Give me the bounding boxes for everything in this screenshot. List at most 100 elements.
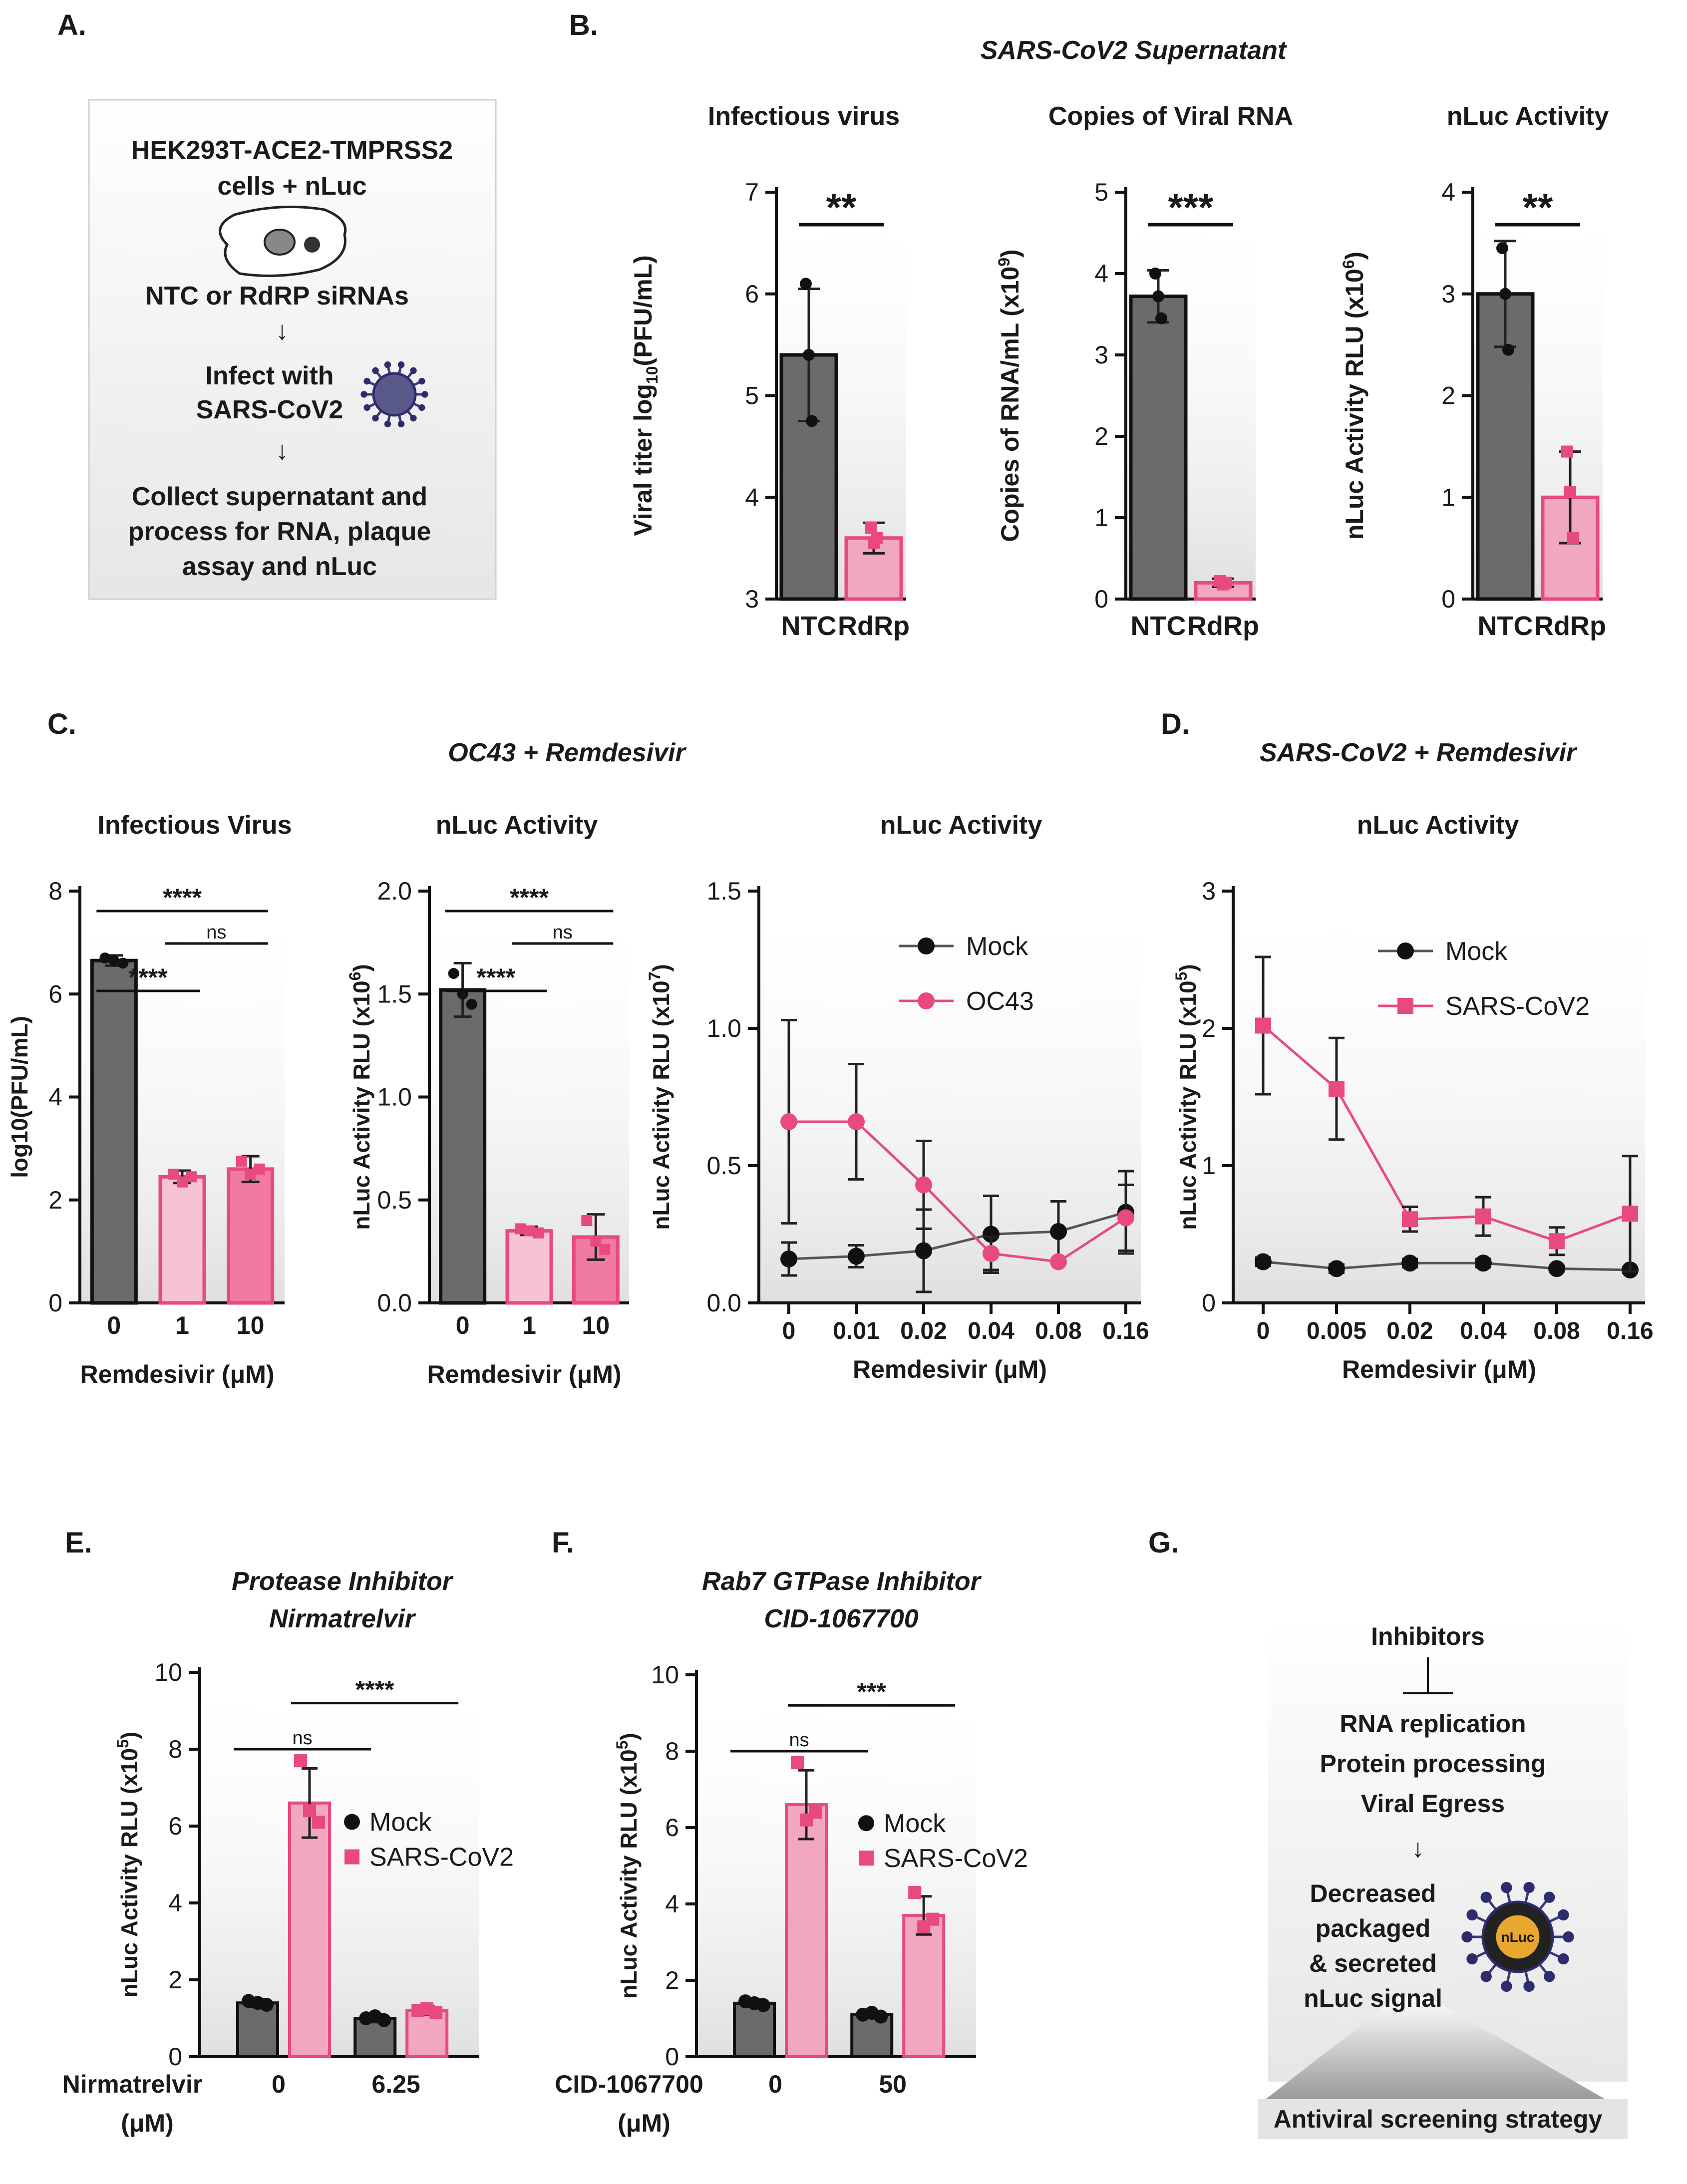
legend-label: SARS-CoV2 (1445, 992, 1590, 1021)
schematic-line-3: NTC or RdRP siRNAs (145, 282, 409, 311)
series-marker (915, 1242, 932, 1259)
data-point (312, 1816, 325, 1829)
series-marker (780, 1113, 797, 1130)
down-arrow-icon: ↓ (1411, 1834, 1424, 1863)
series-line-mock (1263, 1260, 1631, 1271)
plot-background (1233, 891, 1645, 1303)
screening-cone (1266, 1997, 1605, 2099)
y-tick-label: 6 (48, 980, 62, 1008)
virus-core-label: nLuc (1501, 1929, 1535, 1945)
virus-spike-tip (410, 367, 417, 374)
y-axis-label: nLuc Activity RLU (x105) (114, 1732, 142, 1997)
y-tick-label: 6 (168, 1812, 182, 1840)
data-point (1496, 242, 1508, 255)
chart-title: nLuc Activity (1447, 102, 1609, 131)
data-point (800, 278, 812, 290)
data-point (377, 2013, 391, 2027)
data-point (186, 1171, 197, 1183)
panel-g-schematic: Inhibitors RNA replication Protein proce… (1258, 1622, 1628, 2139)
chart-title: Protease Inhibitor (232, 1567, 454, 1596)
x-axis-label: Remdesivir (μM) (80, 1360, 274, 1388)
y-tick-label: 7 (745, 178, 759, 206)
g-line-egress: Viral Egress (1361, 1790, 1505, 1818)
y-tick-label: 8 (665, 1737, 679, 1765)
virus-spike-tip (363, 404, 370, 411)
chart-c1: 0 2 4 6 8 log10(PFU/mL) Infectious Virus 0 1 10 Re… (6, 811, 292, 1388)
x-tick-label: 10 (237, 1311, 265, 1339)
x-tick-label: 0.04 (968, 1318, 1014, 1344)
virus-spike-tip (1480, 1971, 1492, 1982)
x-tick-label: 10 (582, 1311, 610, 1339)
legend-label: Mock (369, 1808, 432, 1837)
panel-label-b: B. (569, 9, 598, 41)
bar-dose-1 (158, 1175, 206, 1305)
data-point (1152, 290, 1164, 303)
y-tick-label: 2 (1202, 1014, 1216, 1042)
data-point (429, 2006, 443, 2019)
y-axis-label: nLuc Activity RLU (x106) (346, 964, 374, 1230)
virus-spike-tip (1461, 1931, 1473, 1943)
y-tick-label: 1 (1094, 504, 1108, 532)
y-tick-label: 1 (1202, 1152, 1216, 1180)
legend-marker (918, 992, 935, 1009)
bar-mock (236, 2001, 279, 2058)
cell-icon (219, 205, 346, 277)
virus-spike-tip (384, 420, 391, 428)
virus-spike-tip (384, 361, 391, 368)
y-tick-label: 0.5 (706, 1152, 741, 1180)
virus-spike-tip (421, 391, 428, 398)
y-tick-label: 2 (1094, 422, 1108, 450)
bar-ntc (1129, 295, 1188, 601)
data-point (1561, 445, 1573, 458)
x-tick-label: NTC (1478, 611, 1533, 641)
y-tick-label: 2 (48, 1186, 62, 1214)
y-tick-label: 2 (665, 1966, 679, 1994)
bar-sars-cov2 (785, 1803, 828, 2059)
x-axis-label: Remdesivir (μM) (427, 1360, 621, 1388)
chart-b1: 3 4 5 6 7 Viral titer log10(PFU/mL) Infectious… (629, 102, 910, 641)
x-axis-label: Nirmatrelvir (62, 2070, 203, 2098)
data-point (756, 1998, 770, 2012)
x-tick-label: 6.25 (372, 2070, 420, 2098)
chart-title: Infectious Virus (97, 811, 292, 840)
significance-label: ns (206, 922, 226, 943)
g-line-rna: RNA replication (1340, 1710, 1526, 1738)
schematic-line-1: HEK293T-ACE2-TMPRSS2 (131, 136, 453, 165)
x-axis-label: Remdesivir (μM) (853, 1355, 1047, 1383)
virus-spike-tip (397, 361, 405, 368)
y-tick-label: 0 (168, 2043, 182, 2071)
bar-dose-0 (439, 988, 487, 1305)
panel-b-title: SARS-CoV2 Supernatant (981, 36, 1288, 65)
data-point (108, 955, 120, 966)
significance-label: ** (826, 185, 857, 229)
panel-label-g: G. (1148, 1527, 1179, 1559)
significance-label: **** (129, 963, 168, 991)
y-tick-label: 8 (168, 1735, 182, 1763)
y-tick-label: 3 (1202, 877, 1216, 905)
legend-label: Mock (966, 932, 1028, 961)
g-line-packaged: packaged (1316, 1914, 1431, 1942)
x-tick-label: 0 (1257, 1318, 1270, 1344)
data-point (874, 2009, 888, 2024)
series-marker (1329, 1081, 1345, 1097)
series-marker (780, 1250, 797, 1267)
x-tick-label: RdRp (1187, 611, 1259, 641)
legend-marker (1397, 998, 1413, 1014)
x-tick-label: 0.04 (1460, 1318, 1507, 1344)
x-tick-label: 0.02 (1386, 1318, 1433, 1344)
data-point (303, 1804, 316, 1818)
legend-label: SARS-CoV2 (369, 1843, 514, 1872)
x-tick-label: 0.08 (1035, 1318, 1081, 1344)
series-line-oc43 (789, 1120, 1127, 1263)
g-line-protein: Protein processing (1320, 1750, 1546, 1778)
legend-label: OC43 (966, 987, 1034, 1016)
virus-spike-tip (1501, 1980, 1512, 1992)
significance-label: **** (163, 884, 202, 912)
data-point (533, 1227, 544, 1239)
y-tick-label: 2 (1441, 382, 1455, 410)
virus-spike-tip (1544, 1891, 1555, 1903)
plot-background (759, 891, 1141, 1303)
legend-marker (858, 1815, 874, 1832)
chart-subtitle: Nirmatrelvir (269, 1604, 416, 1633)
chart-d1: 0 1 2 3 nLuc Activity RLU (x105) nLuc Activit… (1172, 811, 1654, 1383)
